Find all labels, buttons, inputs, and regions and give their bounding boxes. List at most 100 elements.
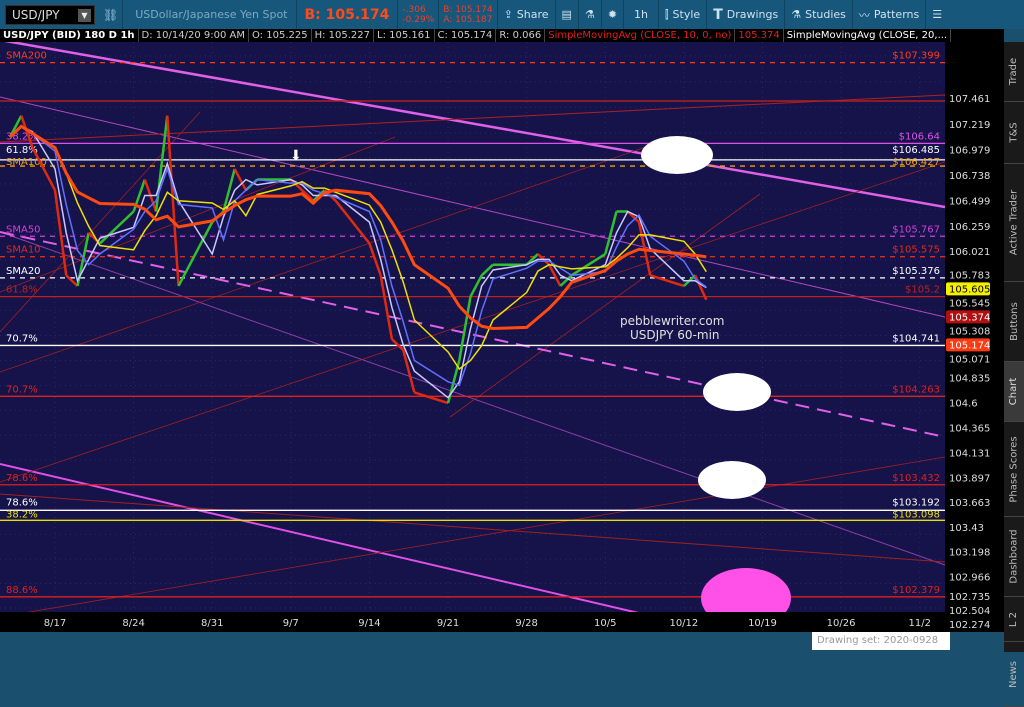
toolbar-divider	[438, 0, 440, 29]
side-tab-t-s[interactable]: T&S	[1004, 102, 1024, 164]
link-icon[interactable]: ⛓	[103, 7, 119, 22]
side-tab-active-trader[interactable]: Active Trader	[1004, 164, 1024, 282]
drawing-set-selector[interactable]: Drawing set: 2020-0928	[812, 632, 950, 650]
x-tick-label: 9/21	[437, 618, 459, 629]
style-button[interactable]: ⫿ Style	[658, 0, 706, 29]
price-axis-svg[interactable]: 107.461 107.219 106.979 106.738 106.499 106.2…	[945, 42, 1004, 632]
moving-average-sma100	[9, 124, 707, 331]
change-box: -.306 -0.29%	[402, 5, 434, 25]
time-axis-svg[interactable]: 8/17 8/24 8/31 9/7 9/14 9/21 9/28 10/5 10/12 10/1…	[0, 612, 945, 632]
price-segment	[379, 275, 394, 340]
side-tab-label: Buttons	[1008, 302, 1020, 341]
candle-icon: ⫿	[665, 7, 669, 21]
gear-icon: ✹	[607, 8, 618, 21]
target-ellipse	[703, 373, 771, 411]
chevron-down-icon[interactable]: ▼	[78, 8, 91, 22]
bar-low: L: 105.161	[374, 29, 435, 42]
side-tab-label: L 2	[1008, 611, 1020, 627]
side-tab-buttons[interactable]: Buttons	[1004, 282, 1024, 362]
y-tick-label: 106.021	[949, 247, 990, 258]
toolbar-divider	[122, 0, 124, 29]
moving-average-sma20	[9, 125, 707, 387]
bid-price: B: 105.174	[304, 6, 390, 23]
chart-title: USD/JPY (BID) 180 D 1h	[0, 29, 139, 42]
price-segment	[53, 190, 68, 276]
flask-button[interactable]: ⚗	[577, 0, 601, 29]
side-tab-label: T&S	[1008, 122, 1020, 143]
patterns-icon: 〰	[858, 8, 870, 22]
y-tick-label: 104.131	[949, 448, 990, 459]
symbol-value: USD/JPY	[12, 7, 60, 22]
bar-open: O: 105.225	[249, 29, 312, 42]
side-tab-trade[interactable]: Trade	[1004, 42, 1024, 102]
x-tick-label: 10/26	[827, 618, 856, 629]
side-tab-label: News	[1008, 660, 1020, 688]
y-tick-label: 105.308	[949, 326, 990, 337]
trendline	[449, 193, 761, 418]
level-label-left: 61.8%	[6, 145, 38, 156]
x-tick-label: 10/5	[594, 618, 616, 629]
price-segment	[31, 147, 57, 191]
side-tab-l-2[interactable]: L 2	[1004, 597, 1024, 642]
chart-svg[interactable]: SMA20038.2%61.8%SMA100SMA50SMA10SMA2061.…	[0, 42, 945, 612]
share-button[interactable]: ⇪ Share	[496, 0, 555, 29]
side-tab-chart[interactable]: Chart	[1004, 362, 1024, 422]
study-sma10[interactable]: SimpleMovingAvg (CLOSE, 10, 0, no)	[545, 29, 736, 42]
level-label-right: $107.399	[892, 51, 940, 62]
side-tab-dashboard[interactable]: Dashboard	[1004, 517, 1024, 597]
trendline	[4, 42, 945, 209]
y-tick-label: 103.663	[949, 498, 990, 509]
level-label-left: SMA20	[6, 266, 41, 277]
news-icon: ▤	[561, 8, 572, 21]
price-segment	[99, 210, 135, 245]
patterns-button[interactable]: 〰 Patterns	[851, 0, 925, 29]
price-segment	[166, 115, 180, 287]
level-label-left: 70.7%	[6, 384, 38, 395]
share-icon: ⇪	[503, 8, 513, 21]
side-tab-phase-scores[interactable]: Phase Scores	[1004, 422, 1024, 517]
x-tick-label: 8/24	[122, 618, 144, 629]
price-badge-value: 105.605	[949, 284, 990, 295]
text-icon: T	[713, 6, 723, 23]
y-tick-label: 103.897	[949, 473, 990, 484]
bar-close: C: 105.174	[435, 29, 497, 42]
level-label-right: $105.376	[892, 266, 940, 277]
price-segment	[570, 252, 606, 277]
studies-button[interactable]: ⚗ Studies	[784, 0, 852, 29]
y-tick-label: 102.274	[949, 620, 990, 631]
level-label-right: $105.767	[892, 224, 940, 235]
level-label-left: 38.2%	[6, 131, 38, 142]
drawings-label: Drawings	[726, 8, 779, 21]
symbol-selector[interactable]: USD/JPY ▼	[5, 4, 95, 25]
price-segment	[469, 274, 483, 298]
price-badge-value: 105.174	[949, 340, 990, 351]
price-segment	[334, 200, 371, 245]
price-segment	[391, 338, 404, 351]
trendline	[0, 493, 945, 563]
level-label-left: 88.6%	[6, 585, 38, 596]
level-label-right: $106.485	[892, 145, 940, 156]
menu-button[interactable]: ☰	[925, 0, 948, 29]
chart-plot-area[interactable]: SMA200 38.2% 61.8% SMA100 SMA50 SMA10 SMA20 61.…	[0, 42, 945, 612]
level-label-left: SMA50	[6, 224, 41, 235]
price-axis[interactable]: 107.461 107.219 106.979 106.738 106.499 106.2…	[945, 42, 1004, 632]
x-tick-label: 8/17	[44, 618, 66, 629]
drawings-button[interactable]: T Drawings	[706, 0, 784, 29]
y-tick-label: 106.259	[949, 222, 990, 233]
study-sma20[interactable]: SimpleMovingAvg (CLOSE, 20,...	[784, 29, 952, 42]
y-tick-label: 104.6	[949, 398, 978, 409]
price-segment	[65, 274, 79, 287]
level-label-left: 61.8%	[6, 285, 38, 296]
share-label: Share	[516, 8, 549, 21]
settings-button[interactable]: ✹	[600, 0, 623, 29]
interval-button[interactable]: 1h	[623, 0, 658, 29]
annotation-text: pebblewriter.com	[620, 314, 724, 328]
side-tab-label: Active Trader	[1008, 189, 1020, 256]
side-tab-label: Trade	[1008, 57, 1020, 86]
time-axis[interactable]: 8/17 8/24 8/31 9/7 9/14 9/21 9/28 10/5 10/12 10/1…	[0, 612, 945, 632]
price-segment	[222, 168, 236, 212]
x-tick-label: 9/7	[283, 618, 299, 629]
y-tick-label: 106.979	[949, 145, 990, 156]
price-segment	[289, 178, 303, 192]
news-button[interactable]: ▤	[554, 0, 578, 29]
